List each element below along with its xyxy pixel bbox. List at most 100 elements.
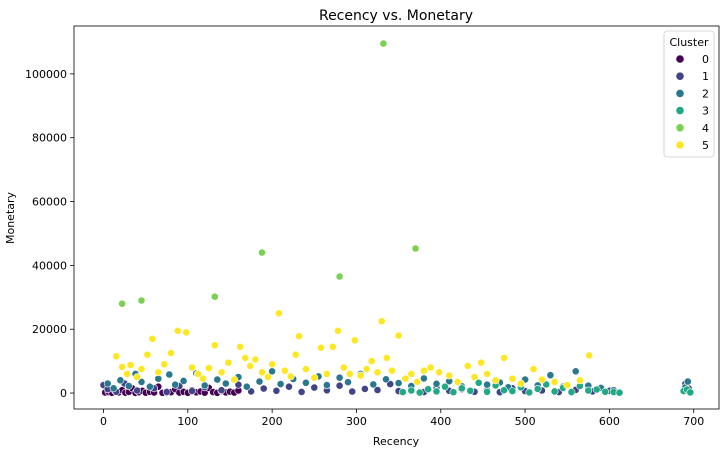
- data-point: [453, 377, 462, 386]
- data-point: [213, 375, 222, 384]
- data-point: [126, 361, 135, 369]
- data-point: [350, 336, 359, 345]
- legend-label-3: 3: [702, 105, 709, 118]
- data-point: [160, 360, 169, 369]
- data-point: [124, 382, 133, 390]
- data-point: [162, 388, 171, 396]
- legend-box: [663, 30, 715, 158]
- data-point: [369, 380, 378, 389]
- data-point: [200, 381, 209, 390]
- x-tick-label: 100: [177, 415, 198, 428]
- data-point: [171, 380, 180, 389]
- data-point: [483, 369, 491, 378]
- data-point: [483, 380, 491, 389]
- data-point: [286, 372, 295, 381]
- data-point: [387, 366, 396, 375]
- data-point: [683, 377, 692, 386]
- y-tick-label: 40000: [32, 259, 67, 272]
- data-point: [116, 376, 125, 385]
- x-tick-label: 300: [346, 415, 367, 428]
- series-4: [118, 39, 420, 308]
- y-tick-label: 80000: [32, 132, 67, 145]
- legend-marker-2: [676, 89, 684, 98]
- data-point: [550, 377, 559, 386]
- data-point: [301, 365, 310, 373]
- data-point: [280, 366, 289, 375]
- data-point: [165, 370, 174, 379]
- data-point: [432, 379, 441, 388]
- data-point: [474, 378, 483, 387]
- legend-label-5: 5: [702, 139, 709, 152]
- data-point: [550, 387, 559, 396]
- data-point: [148, 334, 157, 343]
- data-point: [463, 361, 472, 370]
- data-point: [457, 384, 466, 393]
- data-point: [251, 355, 260, 364]
- data-point: [345, 369, 354, 378]
- x-tick-label: 400: [430, 415, 451, 428]
- data-point: [500, 353, 508, 362]
- data-point: [259, 384, 268, 393]
- data-point: [517, 379, 525, 388]
- x-tick-label: 0: [100, 415, 107, 428]
- data-point: [470, 373, 479, 381]
- data-point: [123, 369, 131, 378]
- data-point: [567, 388, 576, 396]
- y-axis: 0 20000 40000 60000 80000 100000: [25, 68, 74, 400]
- data-point: [188, 363, 196, 372]
- y-tick-label: 20000: [32, 323, 67, 336]
- data-point: [143, 350, 152, 359]
- legend-label-2: 2: [702, 87, 709, 100]
- data-point: [407, 369, 416, 378]
- data-point: [154, 368, 163, 377]
- data-point: [224, 358, 233, 367]
- data-point: [419, 366, 428, 375]
- data-point: [335, 373, 344, 382]
- data-point: [199, 374, 207, 383]
- data-point: [382, 375, 390, 384]
- data-point: [179, 376, 188, 385]
- data-point: [241, 353, 250, 362]
- data-point: [109, 384, 118, 393]
- data-point: [285, 382, 293, 391]
- data-point: [322, 381, 331, 389]
- data-point: [145, 382, 154, 391]
- data-point: [508, 387, 517, 395]
- data-point: [193, 369, 202, 378]
- data-point: [310, 383, 319, 392]
- series-3: [398, 378, 695, 397]
- legend-marker-4: [676, 124, 684, 132]
- data-point: [276, 380, 285, 388]
- data-point: [592, 385, 601, 394]
- data-point: [173, 326, 182, 335]
- data-point: [500, 386, 508, 395]
- data-point: [112, 352, 121, 361]
- data-point: [533, 384, 542, 393]
- data-point: [242, 382, 251, 391]
- y-tick-label: 60000: [32, 196, 67, 209]
- data-point: [217, 368, 226, 377]
- data-point: [394, 331, 403, 340]
- data-point: [272, 386, 281, 395]
- data-point: [546, 371, 555, 380]
- x-tick-label: 500: [515, 415, 536, 428]
- data-point: [263, 373, 272, 381]
- data-point: [221, 379, 230, 388]
- data-point: [477, 358, 486, 367]
- data-point: [686, 388, 695, 397]
- data-point: [258, 248, 266, 257]
- data-point: [182, 328, 190, 337]
- data-point: [356, 371, 365, 380]
- data-point: [335, 272, 344, 281]
- data-point: [398, 388, 407, 396]
- data-point: [585, 351, 594, 360]
- data-point: [407, 386, 416, 395]
- data-point: [483, 387, 491, 396]
- data-point: [449, 388, 458, 397]
- data-point: [563, 381, 572, 389]
- data-point: [379, 39, 388, 48]
- x-axis-label: Recency: [373, 435, 420, 448]
- data-point: [274, 309, 283, 318]
- data-point: [137, 296, 146, 305]
- data-point: [246, 361, 255, 370]
